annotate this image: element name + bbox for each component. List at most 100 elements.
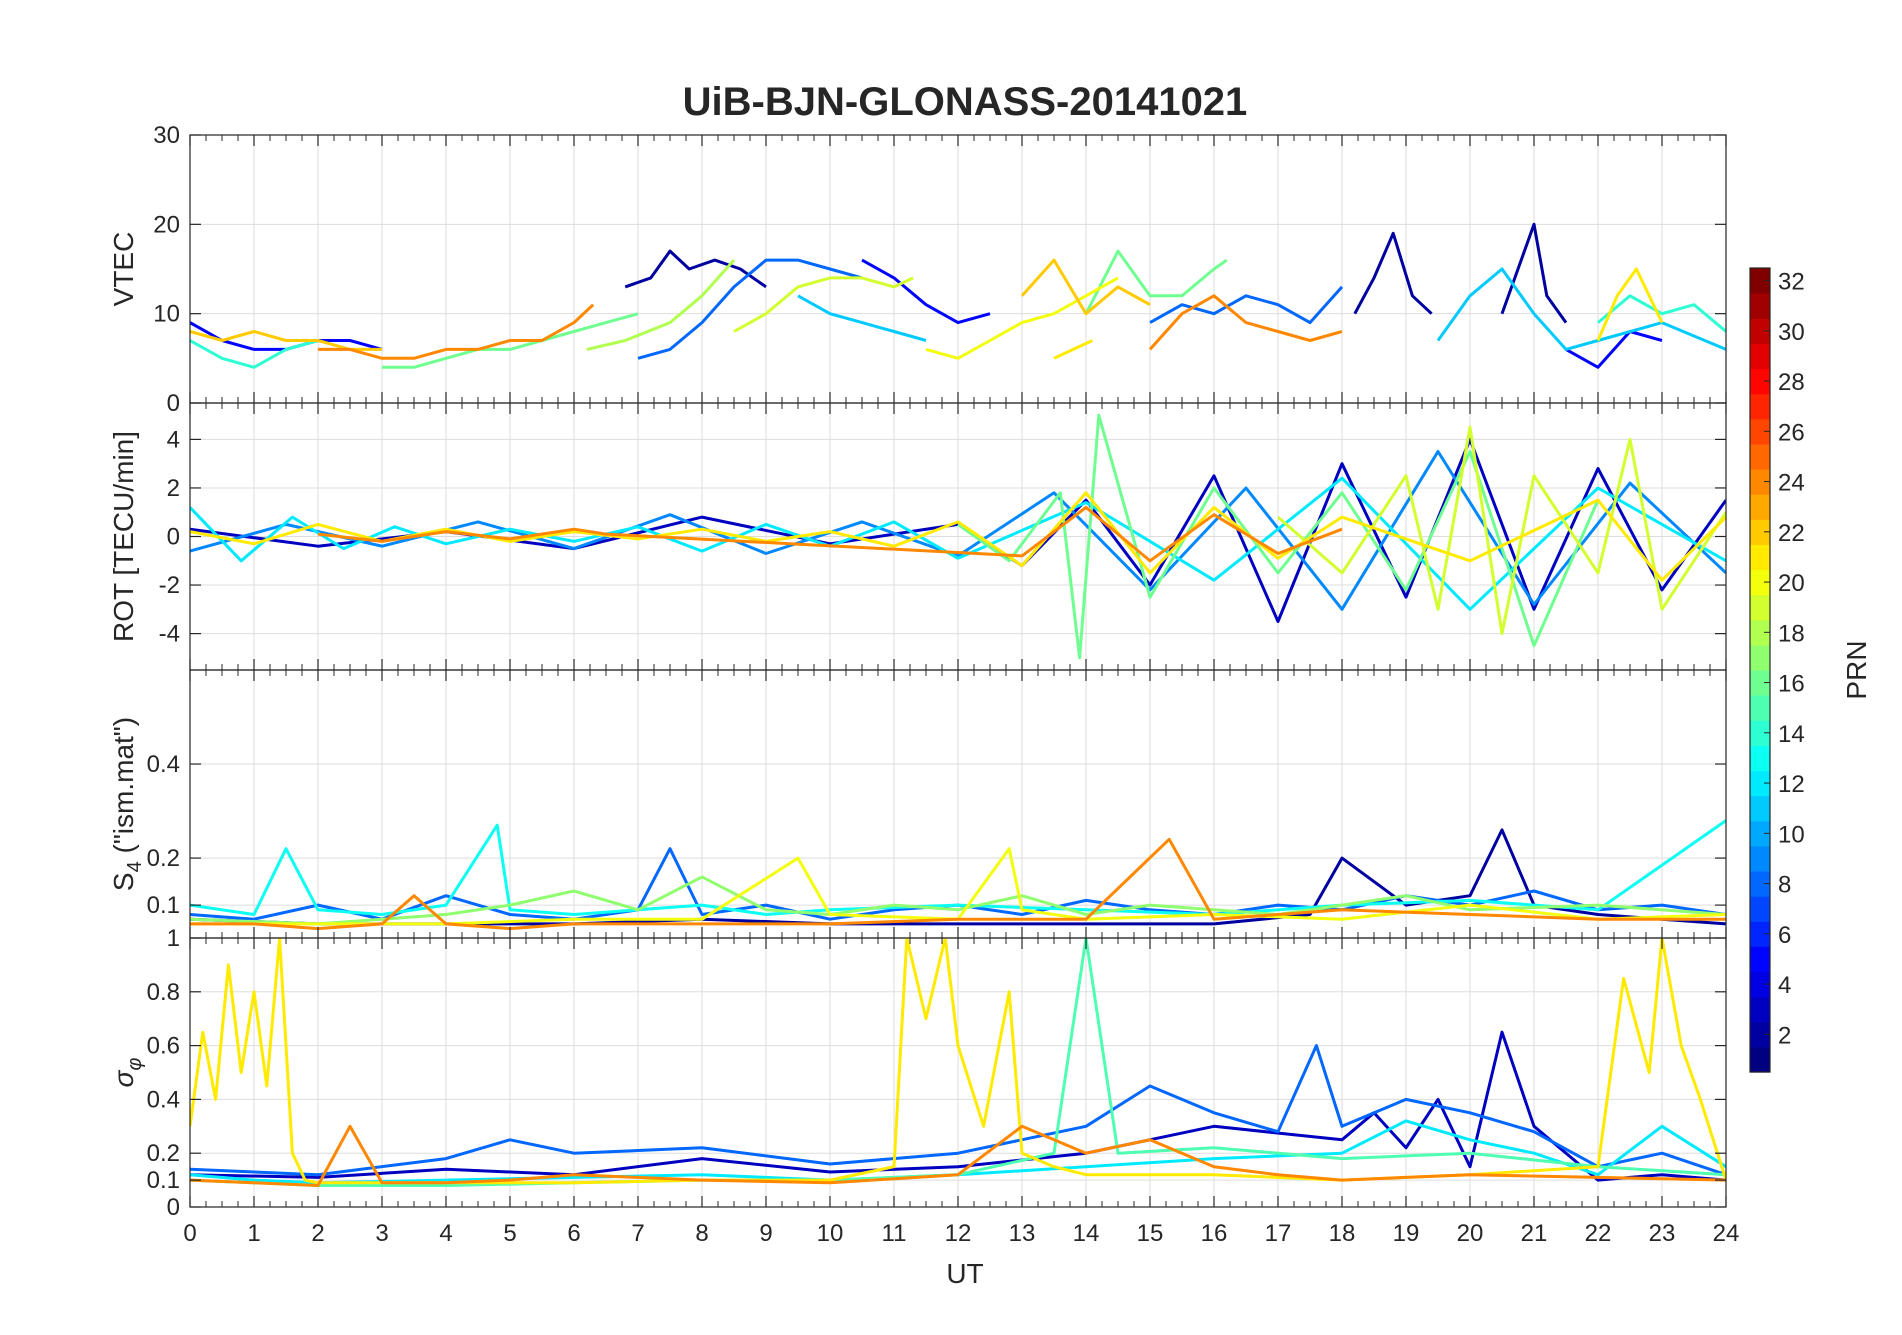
series-group-vtec — [190, 222, 1726, 369]
series-line-prn-2 — [1353, 231, 1433, 315]
colorbar-tick-label: 32 — [1778, 269, 1805, 296]
series-line-prn-21 — [1053, 339, 1094, 360]
colorbar-segment — [1750, 971, 1770, 998]
x-tick-label: 10 — [817, 1220, 844, 1247]
colorbar-tick-label: 14 — [1778, 721, 1805, 748]
series-group-sigphi — [190, 938, 1726, 1187]
series-line-prn-12 — [190, 1119, 1726, 1185]
colorbar-segment — [1750, 443, 1770, 470]
y-axis-label-s4: S4 ("ism.mat") — [108, 717, 146, 891]
series-line-prn-19 — [1277, 425, 1726, 636]
colorbar-segment — [1750, 695, 1770, 721]
series-line-prn-8 — [1149, 285, 1344, 325]
series-line-prn-14 — [190, 339, 319, 369]
series-line-prn-16 — [382, 312, 639, 369]
y-axis-label-rot: ROT [TECU/min] — [108, 431, 139, 642]
colorbar-label: PRN — [1841, 640, 1872, 699]
colorbar-segment — [1750, 368, 1770, 395]
y-tick-label: 0 — [167, 1194, 180, 1221]
x-tick-label: 6 — [567, 1220, 580, 1247]
colorbar-tick-label: 8 — [1778, 872, 1791, 899]
y-tick-label: 0.6 — [147, 1033, 180, 1060]
x-tick-label: 18 — [1329, 1220, 1356, 1247]
chart-title: UiB-BJN-GLONASS-20141021 — [683, 80, 1248, 124]
y-tick-label: 0 — [167, 390, 180, 417]
y-tick-label: 4 — [167, 426, 180, 453]
colorbar-tick-label: 18 — [1778, 620, 1805, 647]
colorbar-segment — [1750, 745, 1770, 772]
series-line-prn-16 — [1084, 249, 1228, 315]
colorbar-tick-label: 6 — [1778, 922, 1791, 949]
series-line-prn-21 — [1596, 267, 1664, 342]
series-line-prn-24 — [190, 837, 1726, 931]
x-tick-label: 1 — [247, 1220, 260, 1247]
series-line-prn-5 — [1565, 330, 1663, 369]
panel-vtec: 0 10 20 30 VTEC — [108, 122, 1727, 417]
x-tick-label: 14 — [1073, 1220, 1100, 1247]
y-tick-label: 0.8 — [147, 979, 180, 1006]
y-tick-label: 0.2 — [147, 845, 180, 872]
colorbar-tick-label: 20 — [1778, 570, 1805, 597]
colorbar-segment — [1750, 946, 1770, 973]
colorbar-segment — [1750, 619, 1770, 646]
colorbar-box — [1749, 267, 1771, 1073]
colorbar-tick-label: 28 — [1778, 369, 1805, 396]
y-tick-label: 0 — [167, 524, 180, 551]
colorbar-segment — [1750, 418, 1770, 445]
x-tick-label: 16 — [1201, 1220, 1228, 1247]
series-line-prn-22 — [1020, 258, 1151, 316]
grid-rot — [189, 403, 1727, 670]
colorbar-tick-label: 26 — [1778, 419, 1805, 446]
colorbar-segment — [1750, 393, 1770, 420]
x-tick-label: 24 — [1713, 1220, 1740, 1247]
series-line-prn-17 — [190, 875, 1726, 926]
y-tick-label: -2 — [159, 572, 180, 599]
x-tick-label: 3 — [375, 1220, 388, 1247]
x-tick-label: 4 — [439, 1220, 452, 1247]
x-tick-label: 7 — [631, 1220, 644, 1247]
colorbar-tick-label: 24 — [1778, 470, 1805, 497]
colorbar-segment — [1750, 996, 1770, 1023]
series-line-prn-16 — [957, 413, 1600, 660]
colorbar-segment — [1750, 921, 1770, 947]
y-tick-label: 0.2 — [147, 1140, 180, 1167]
series-group-rot — [190, 413, 1726, 660]
series-line-prn-24 — [1148, 294, 1343, 351]
x-tick-label: 2 — [311, 1220, 324, 1247]
colorbar-segment — [1750, 770, 1770, 797]
colorbar-segment — [1750, 569, 1770, 596]
y-tick-label: 1 — [167, 925, 180, 952]
colorbar-segment — [1750, 594, 1770, 621]
y-axis-label-sigphi: σφ — [108, 1058, 146, 1088]
colorbar-segment — [1750, 318, 1770, 344]
series-line-prn-24 — [190, 1124, 1726, 1187]
x-tick-label: 0 — [183, 1220, 196, 1247]
x-tick-label: 22 — [1585, 1220, 1612, 1247]
colorbar-segment — [1750, 1046, 1770, 1073]
y-tick-label: 0.4 — [147, 751, 180, 778]
series-line-prn-19 — [733, 276, 914, 333]
series-line-prn-20 — [925, 276, 1119, 360]
colorbar-tick-label: 22 — [1778, 520, 1805, 547]
grid-vtec — [189, 134, 1727, 404]
x-tick-label: 19 — [1393, 1220, 1420, 1247]
series-line-prn-15 — [190, 938, 1726, 1187]
colorbar-tick-label: 16 — [1778, 671, 1805, 698]
colorbar-segment — [1750, 494, 1770, 520]
y-tick-label: 0.1 — [147, 892, 180, 919]
x-tick-label: 21 — [1521, 1220, 1548, 1247]
y-tick-label: 30 — [153, 122, 180, 149]
x-tick-label: 20 — [1457, 1220, 1484, 1247]
series-line-prn-21 — [190, 491, 1726, 582]
y-tick-label: 20 — [153, 211, 180, 238]
series-line-prn-5 — [190, 321, 383, 351]
colorbar-segment — [1750, 896, 1770, 922]
colorbar-tick-label: 30 — [1778, 319, 1805, 346]
panel-s4: 0.1 0.2 0.4S4 ("ism.mat") — [108, 669, 1727, 939]
series-line-prn-5 — [861, 258, 991, 325]
x-axis-label: UT — [946, 1258, 983, 1289]
colorbar-segment — [1750, 845, 1770, 872]
